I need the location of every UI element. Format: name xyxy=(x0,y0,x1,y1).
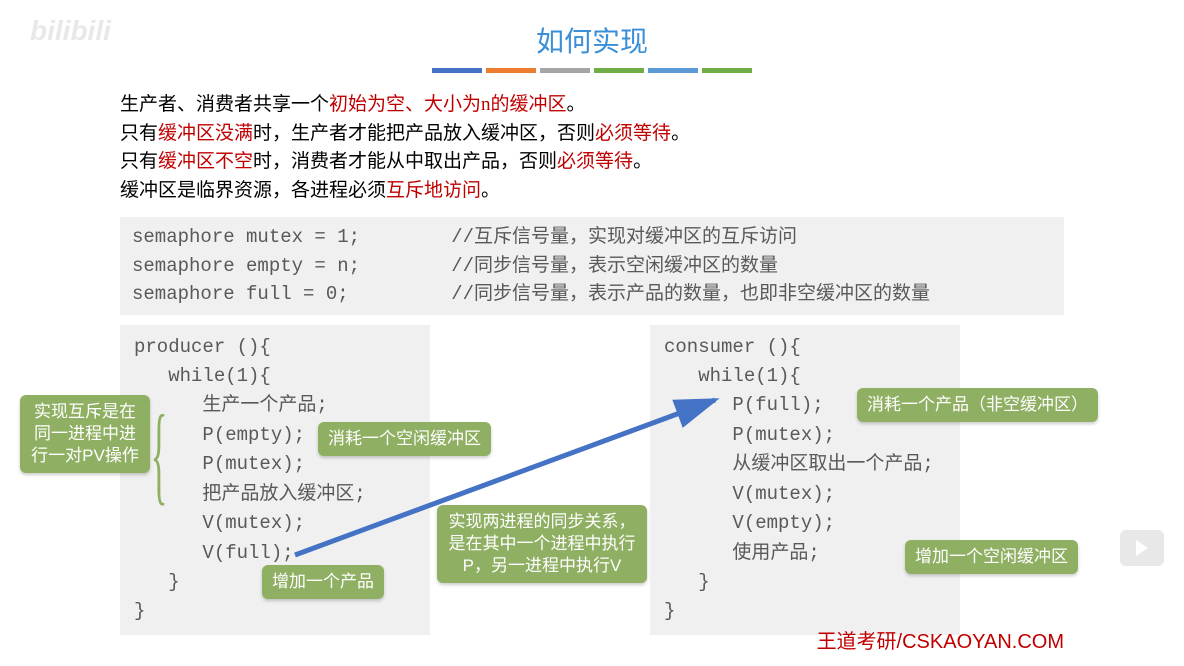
play-icon[interactable] xyxy=(1120,530,1164,566)
divider-seg xyxy=(432,68,482,73)
divider-seg xyxy=(648,68,698,73)
callout-mutex-pv: 实现互斥是在同一进程中进行一对PV操作 xyxy=(20,395,150,473)
callout-add-product: 增加一个产品 xyxy=(262,565,384,599)
problem-description: 生产者、消费者共享一个初始为空、大小为n的缓冲区。 只有缓冲区没满时，生产者才能… xyxy=(120,91,1064,205)
semaphore-declarations: semaphore mutex = 1; //互斥信号量，实现对缓冲区的互斥访问… xyxy=(120,217,1064,315)
callout-consume-product: 消耗一个产品（非空缓冲区） xyxy=(857,388,1098,422)
desc-line-4: 缓冲区是临界资源，各进程必须互斥地访问。 xyxy=(120,177,1064,206)
consumer-code: consumer (){ while(1){ P(full); P(mutex)… xyxy=(650,325,960,635)
footer-credit: 王道考研/CSKAOYAN.COM xyxy=(817,625,1064,654)
color-divider xyxy=(0,68,1184,73)
desc-line-1: 生产者、消费者共享一个初始为空、大小为n的缓冲区。 xyxy=(120,91,1064,120)
divider-seg xyxy=(486,68,536,73)
callout-sync-relation: 实现两进程的同步关系，是在其中一个进程中执行P，另一进程中执行V xyxy=(437,505,647,583)
brace-icon: { xyxy=(151,390,168,517)
desc-line-3: 只有缓冲区不空时，消费者才能从中取出产品，否则必须等待。 xyxy=(120,148,1064,177)
page-title: 如何实现 xyxy=(0,0,1184,60)
divider-seg xyxy=(594,68,644,73)
divider-seg xyxy=(702,68,752,73)
desc-line-2: 只有缓冲区没满时，生产者才能把产品放入缓冲区，否则必须等待。 xyxy=(120,120,1064,149)
callout-add-empty: 增加一个空闲缓冲区 xyxy=(905,540,1078,574)
divider-seg xyxy=(540,68,590,73)
watermark-text: bilibili xyxy=(30,15,111,47)
callout-consume-empty: 消耗一个空闲缓冲区 xyxy=(318,422,491,456)
